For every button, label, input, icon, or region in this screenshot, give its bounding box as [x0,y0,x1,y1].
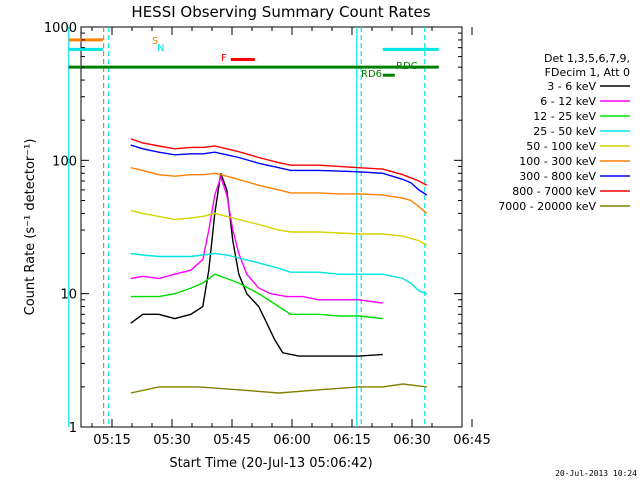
legend-label: 6 - 12 keV [540,95,596,108]
series-group [130,138,428,394]
x-tick-label: 05:15 [93,433,130,448]
series-line-5 [130,167,428,214]
vertical-markers [68,27,426,427]
legend-label: 100 - 300 keV [519,155,596,168]
annotation-rd6: RD6 [361,69,382,80]
x-tick-label: 06:30 [393,433,430,448]
series-line-7 [130,138,428,186]
series-line-4 [130,209,428,247]
legend: Det 1,3,5,6,7,9,FDecim 1, Att 03 - 6 keV… [498,52,630,213]
series-line-0 [130,173,383,357]
legend-label: 7000 - 20000 keV [498,200,596,213]
x-tick-label: 06:45 [453,433,490,448]
legend-header: FDecim 1, Att 0 [545,66,630,79]
x-axis-label: Start Time (20-Jul-13 05:06:42) [169,456,372,471]
x-tick-label: 05:45 [213,433,250,448]
y-tick-label: 1000 [44,21,77,36]
date-stamp: 20-Jul-2013 10:24 [555,469,637,478]
series-line-6 [130,144,428,196]
y-tick-label: 1 [69,421,77,436]
annotation-f: F [221,53,227,64]
series-line-8 [130,383,427,394]
annotations: SN F RD6 RDC [152,36,418,80]
series-line-2 [130,273,383,320]
legend-label: 3 - 6 keV [547,80,596,93]
x-tick-label: 05:30 [153,433,190,448]
legend-label: 12 - 25 keV [533,110,596,123]
y-tick-label: 10 [60,288,77,303]
legend-label: 300 - 800 keV [519,170,596,183]
annotation-rdc: RDC [396,61,418,72]
plot-frame [80,26,463,428]
x-tick-label: 06:15 [333,433,370,448]
x-axis: 05:15 05:30 05:45 06:00 06:15 06:30 06:45 [91,27,491,448]
series-line-3 [130,252,428,295]
series-line-1 [130,174,383,304]
annotation-s: S [152,36,158,47]
y-axis: 1 10 100 1000 [44,21,462,436]
legend-label: 800 - 7000 keV [512,185,596,198]
y-tick-label: 100 [52,154,77,169]
legend-label: 50 - 100 keV [526,140,596,153]
chart-title: HESSI Observing Summary Count Rates [131,3,430,21]
legend-header: Det 1,3,5,6,7,9, [544,52,630,65]
x-tick-label: 06:00 [273,433,310,448]
legend-label: 25 - 50 keV [533,125,596,138]
status-bars [68,38,439,77]
y-axis-label: Count Rate (s⁻¹ detector⁻¹) [23,139,38,316]
annotation-n: N [157,43,164,54]
